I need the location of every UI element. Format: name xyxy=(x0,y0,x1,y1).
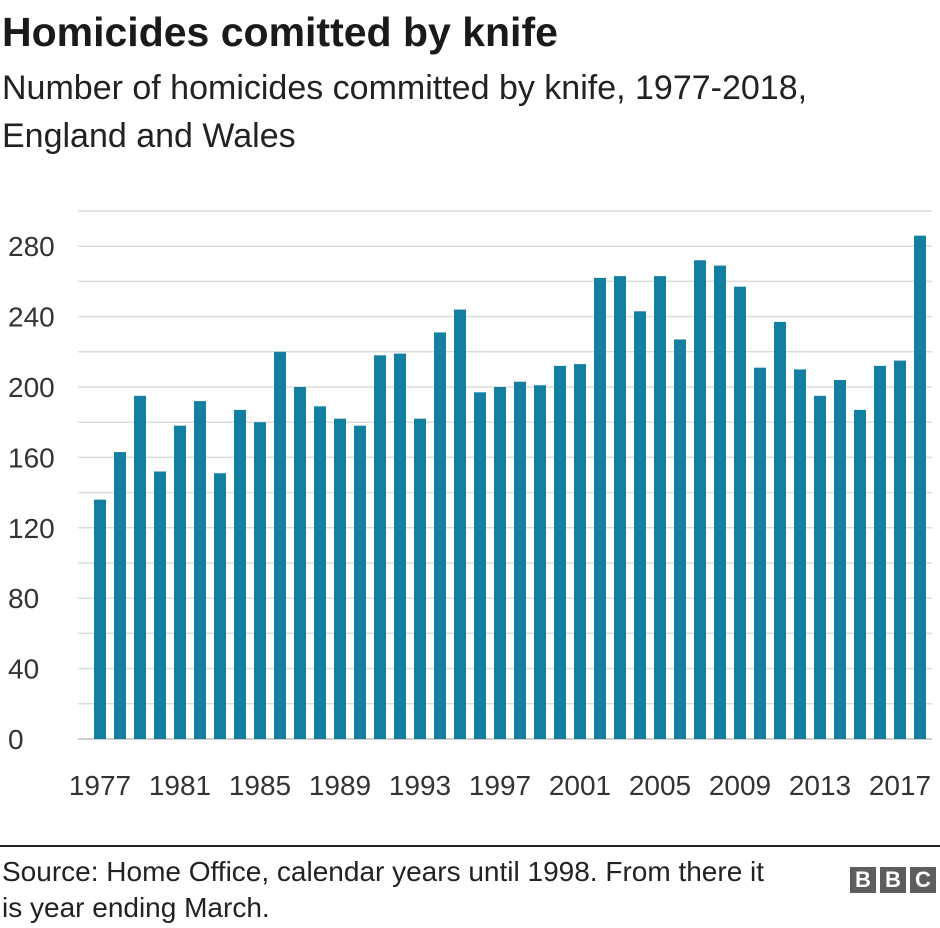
y-tick-label: 80 xyxy=(8,583,39,614)
bar-1999 xyxy=(534,385,546,739)
x-tick-label: 2013 xyxy=(789,770,851,801)
bar-1990 xyxy=(354,425,366,739)
bbc-logo-letter-2: B xyxy=(880,867,906,893)
y-tick-label: 240 xyxy=(8,302,55,333)
x-axis-labels: 1977 1981 1985 1989 1993 1997 2001 2005 2009 2013… xyxy=(69,770,931,801)
bar-1994 xyxy=(434,332,446,739)
bar-2008 xyxy=(714,265,726,739)
bar-2010 xyxy=(754,367,766,739)
bar-1987 xyxy=(294,387,306,739)
footer-divider xyxy=(0,845,940,847)
y-axis-labels: 0 40 80 120 160 200 240 280 xyxy=(8,231,55,755)
bar-1996 xyxy=(474,392,486,739)
bar-1985 xyxy=(254,422,266,739)
bar-1989 xyxy=(334,418,346,739)
bar-2018 xyxy=(914,235,926,739)
x-tick-label: 2005 xyxy=(629,770,691,801)
bars xyxy=(94,235,926,739)
x-tick-label: 2017 xyxy=(869,770,931,801)
bar-1984 xyxy=(234,409,246,739)
bar-2011 xyxy=(774,321,786,739)
bar-1998 xyxy=(514,381,526,739)
bar-1995 xyxy=(454,309,466,739)
bar-1978 xyxy=(114,452,126,739)
bbc-logo-letter-1: B xyxy=(850,867,876,893)
bar-1988 xyxy=(314,406,326,739)
bar-1981 xyxy=(174,425,186,739)
bar-1980 xyxy=(154,471,166,739)
y-tick-label: 200 xyxy=(8,372,55,403)
x-tick-label: 1985 xyxy=(229,770,291,801)
bar-2002 xyxy=(594,277,606,739)
bar-2012 xyxy=(794,369,806,739)
bar-2001 xyxy=(574,364,586,739)
bar-2004 xyxy=(634,311,646,739)
y-tick-label: 40 xyxy=(8,654,39,685)
bar-2014 xyxy=(834,379,846,739)
bar-2000 xyxy=(554,365,566,739)
bar-1986 xyxy=(274,351,286,739)
bar-2015 xyxy=(854,409,866,739)
x-tick-label: 2009 xyxy=(709,770,771,801)
bar-1982 xyxy=(194,401,206,739)
bar-2009 xyxy=(734,286,746,739)
bar-2016 xyxy=(874,365,886,739)
bar-chart: 0 40 80 120 160 200 240 280 1977 1981 1985 1989 199… xyxy=(8,210,932,801)
bar-1977 xyxy=(94,499,106,739)
source-note: Source: Home Office, calendar years unti… xyxy=(2,856,765,923)
bar-1993 xyxy=(414,418,426,739)
bar-2007 xyxy=(694,260,706,739)
bbc-logo: B B C xyxy=(850,867,936,893)
x-tick-label: 1977 xyxy=(69,770,131,801)
bbc-logo-letter-3: C xyxy=(910,867,936,893)
bar-2017 xyxy=(894,360,906,739)
bar-1991 xyxy=(374,355,386,739)
bar-1992 xyxy=(394,353,406,739)
bar-1979 xyxy=(134,395,146,739)
y-tick-label: 0 xyxy=(8,724,24,755)
chart-title: Homicides comitted by knife xyxy=(2,9,558,55)
bar-1983 xyxy=(214,473,226,739)
x-tick-label: 1981 xyxy=(149,770,211,801)
x-tick-label: 1997 xyxy=(469,770,531,801)
x-tick-label: 1993 xyxy=(389,770,451,801)
x-tick-label: 1989 xyxy=(309,770,371,801)
y-tick-label: 160 xyxy=(8,442,55,473)
bar-2013 xyxy=(814,395,826,739)
y-tick-label: 280 xyxy=(8,231,55,262)
bar-2003 xyxy=(614,276,626,739)
bar-1997 xyxy=(494,387,506,739)
x-tick-label: 2001 xyxy=(549,770,611,801)
y-tick-label: 120 xyxy=(8,513,55,544)
chart-subtitle: Number of homicides committed by knife, … xyxy=(2,69,808,155)
bar-2006 xyxy=(674,339,686,739)
bar-2005 xyxy=(654,276,666,739)
